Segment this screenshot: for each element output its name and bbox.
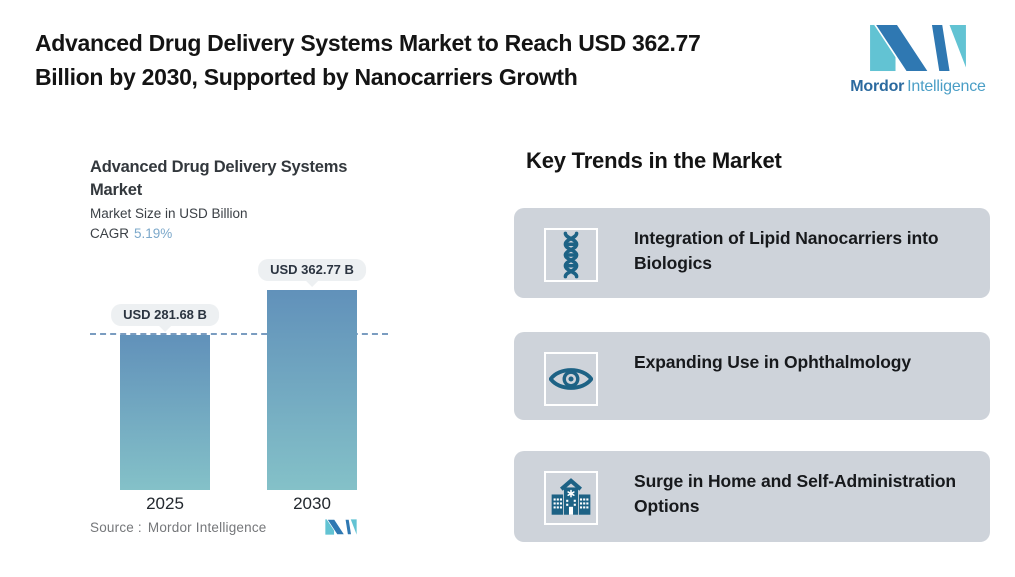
eye-icon	[549, 368, 593, 390]
key-trends-section: Key Trends in the Market Integration of …	[514, 148, 992, 548]
bar-2025	[120, 335, 210, 490]
trend-label: Expanding Use in Ophthalmology	[634, 352, 912, 372]
trend-card-ophthalmology: Expanding Use in Ophthalmology	[514, 332, 990, 420]
brand-logo: Mordor Intelligence	[843, 22, 993, 96]
trend-icon-box	[544, 352, 598, 406]
source-value: Mordor Intelligence	[147, 520, 267, 535]
cagr-value: 5.19%	[134, 226, 173, 241]
trend-label: Integration of Lipid Nanocarriers into B…	[634, 228, 939, 273]
cagr-label: CAGR	[90, 226, 130, 241]
trend-card-home-administration: Surge in Home and Self-Administration Op…	[514, 451, 990, 542]
bar-value-label-2030: USD 362.77 B	[258, 259, 366, 281]
bar-2030	[267, 290, 357, 490]
trend-card-lipid-nanocarriers: Integration of Lipid Nanocarriers into B…	[514, 208, 990, 298]
brand-name-intelligence: Intelligence	[907, 78, 986, 95]
chart-subtitle: Market Size in USD Billion	[90, 206, 248, 221]
trend-icon-box	[544, 228, 598, 282]
mordor-intelligence-mini-logo-icon	[325, 519, 357, 535]
x-axis-label-2025: 2025	[146, 494, 184, 513]
source-label: Source :	[90, 520, 142, 535]
chart-source: Source : Mordor Intelligence	[90, 520, 267, 535]
market-size-chart: Advanced Drug Delivery Systems Market Ma…	[75, 150, 405, 555]
chart-cagr: CAGR 5.19%	[90, 226, 172, 241]
trend-label: Surge in Home and Self-Administration Op…	[634, 471, 957, 516]
x-axis-label-2030: 2030	[293, 494, 331, 513]
mordor-intelligence-logo-icon	[868, 23, 968, 73]
page-title: Advanced Drug Delivery Systems Market to…	[35, 30, 701, 90]
brand-name-mordor: Mordor	[850, 78, 905, 95]
reference-dashed-line	[90, 333, 388, 335]
bar-value-label-2025: USD 281.68 B	[111, 304, 219, 326]
chart-title: Advanced Drug Delivery Systems Market	[90, 158, 348, 199]
hospital-building-icon	[551, 478, 591, 515]
trend-icon-box	[544, 471, 598, 525]
dna-helix-icon	[563, 231, 579, 279]
key-trends-heading: Key Trends in the Market	[526, 148, 782, 173]
brand-name: Mordor Intelligence	[843, 78, 993, 96]
